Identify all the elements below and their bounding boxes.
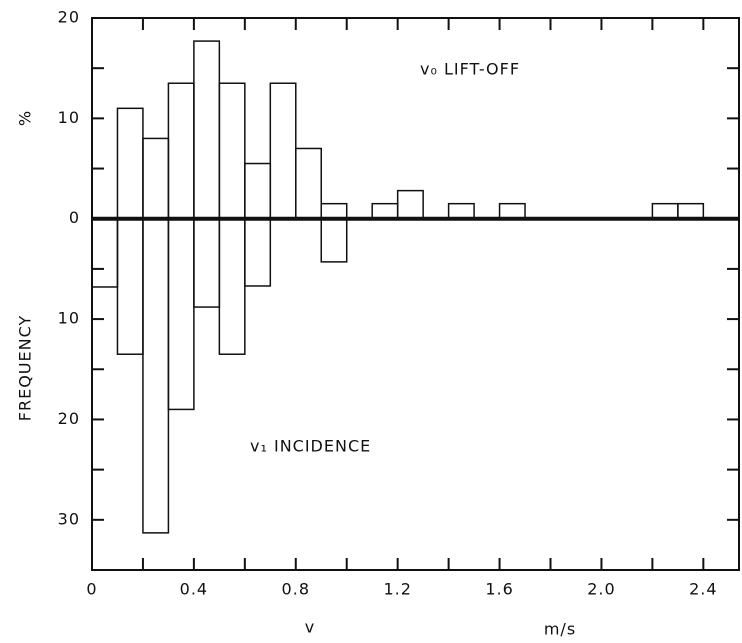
bar <box>677 202 705 220</box>
bar <box>91 217 119 288</box>
bar <box>116 107 144 220</box>
y-tick-label: 10 <box>58 309 80 328</box>
bar <box>651 202 679 220</box>
bar <box>142 217 170 534</box>
y-unit: % <box>16 110 35 126</box>
x-tick-label: 2.4 <box>689 580 717 599</box>
y-tick-label: 10 <box>58 108 80 127</box>
bar <box>269 82 297 220</box>
bar <box>116 217 144 355</box>
y-tick-label: 20 <box>58 409 80 428</box>
series-label: v₀ LIFT-OFF <box>420 60 520 79</box>
x-tick-label: 2.0 <box>587 580 615 599</box>
x-unit: m/s <box>544 620 576 639</box>
x-tick-label: 0 <box>86 580 97 599</box>
bar <box>396 189 424 220</box>
bar <box>193 217 221 308</box>
x-tick-label: 0.4 <box>180 580 208 599</box>
series-label: v₁ INCIDENCE <box>250 437 371 456</box>
bar <box>218 82 246 220</box>
bar <box>447 202 475 220</box>
bar <box>218 217 246 355</box>
bar <box>167 82 195 220</box>
y-tick-label: 30 <box>58 509 80 528</box>
bar <box>320 217 348 263</box>
y-tick-label: 0 <box>69 208 80 227</box>
x-tick-label: 1.2 <box>383 580 411 599</box>
bar <box>295 147 323 220</box>
y-tick-label: 20 <box>58 8 80 27</box>
x-tick-label: 1.6 <box>485 580 513 599</box>
bar <box>371 202 399 220</box>
x-axis-label: v <box>305 618 315 637</box>
bar <box>193 40 221 220</box>
y-axis-label: FREQUENCY <box>16 315 35 421</box>
bar <box>142 137 170 220</box>
plot-frame <box>91 17 740 571</box>
bar <box>498 202 526 220</box>
x-tick-label: 0.8 <box>282 580 310 599</box>
bar <box>320 202 348 220</box>
bar <box>244 217 272 287</box>
bar <box>167 217 195 411</box>
bar <box>244 162 272 220</box>
